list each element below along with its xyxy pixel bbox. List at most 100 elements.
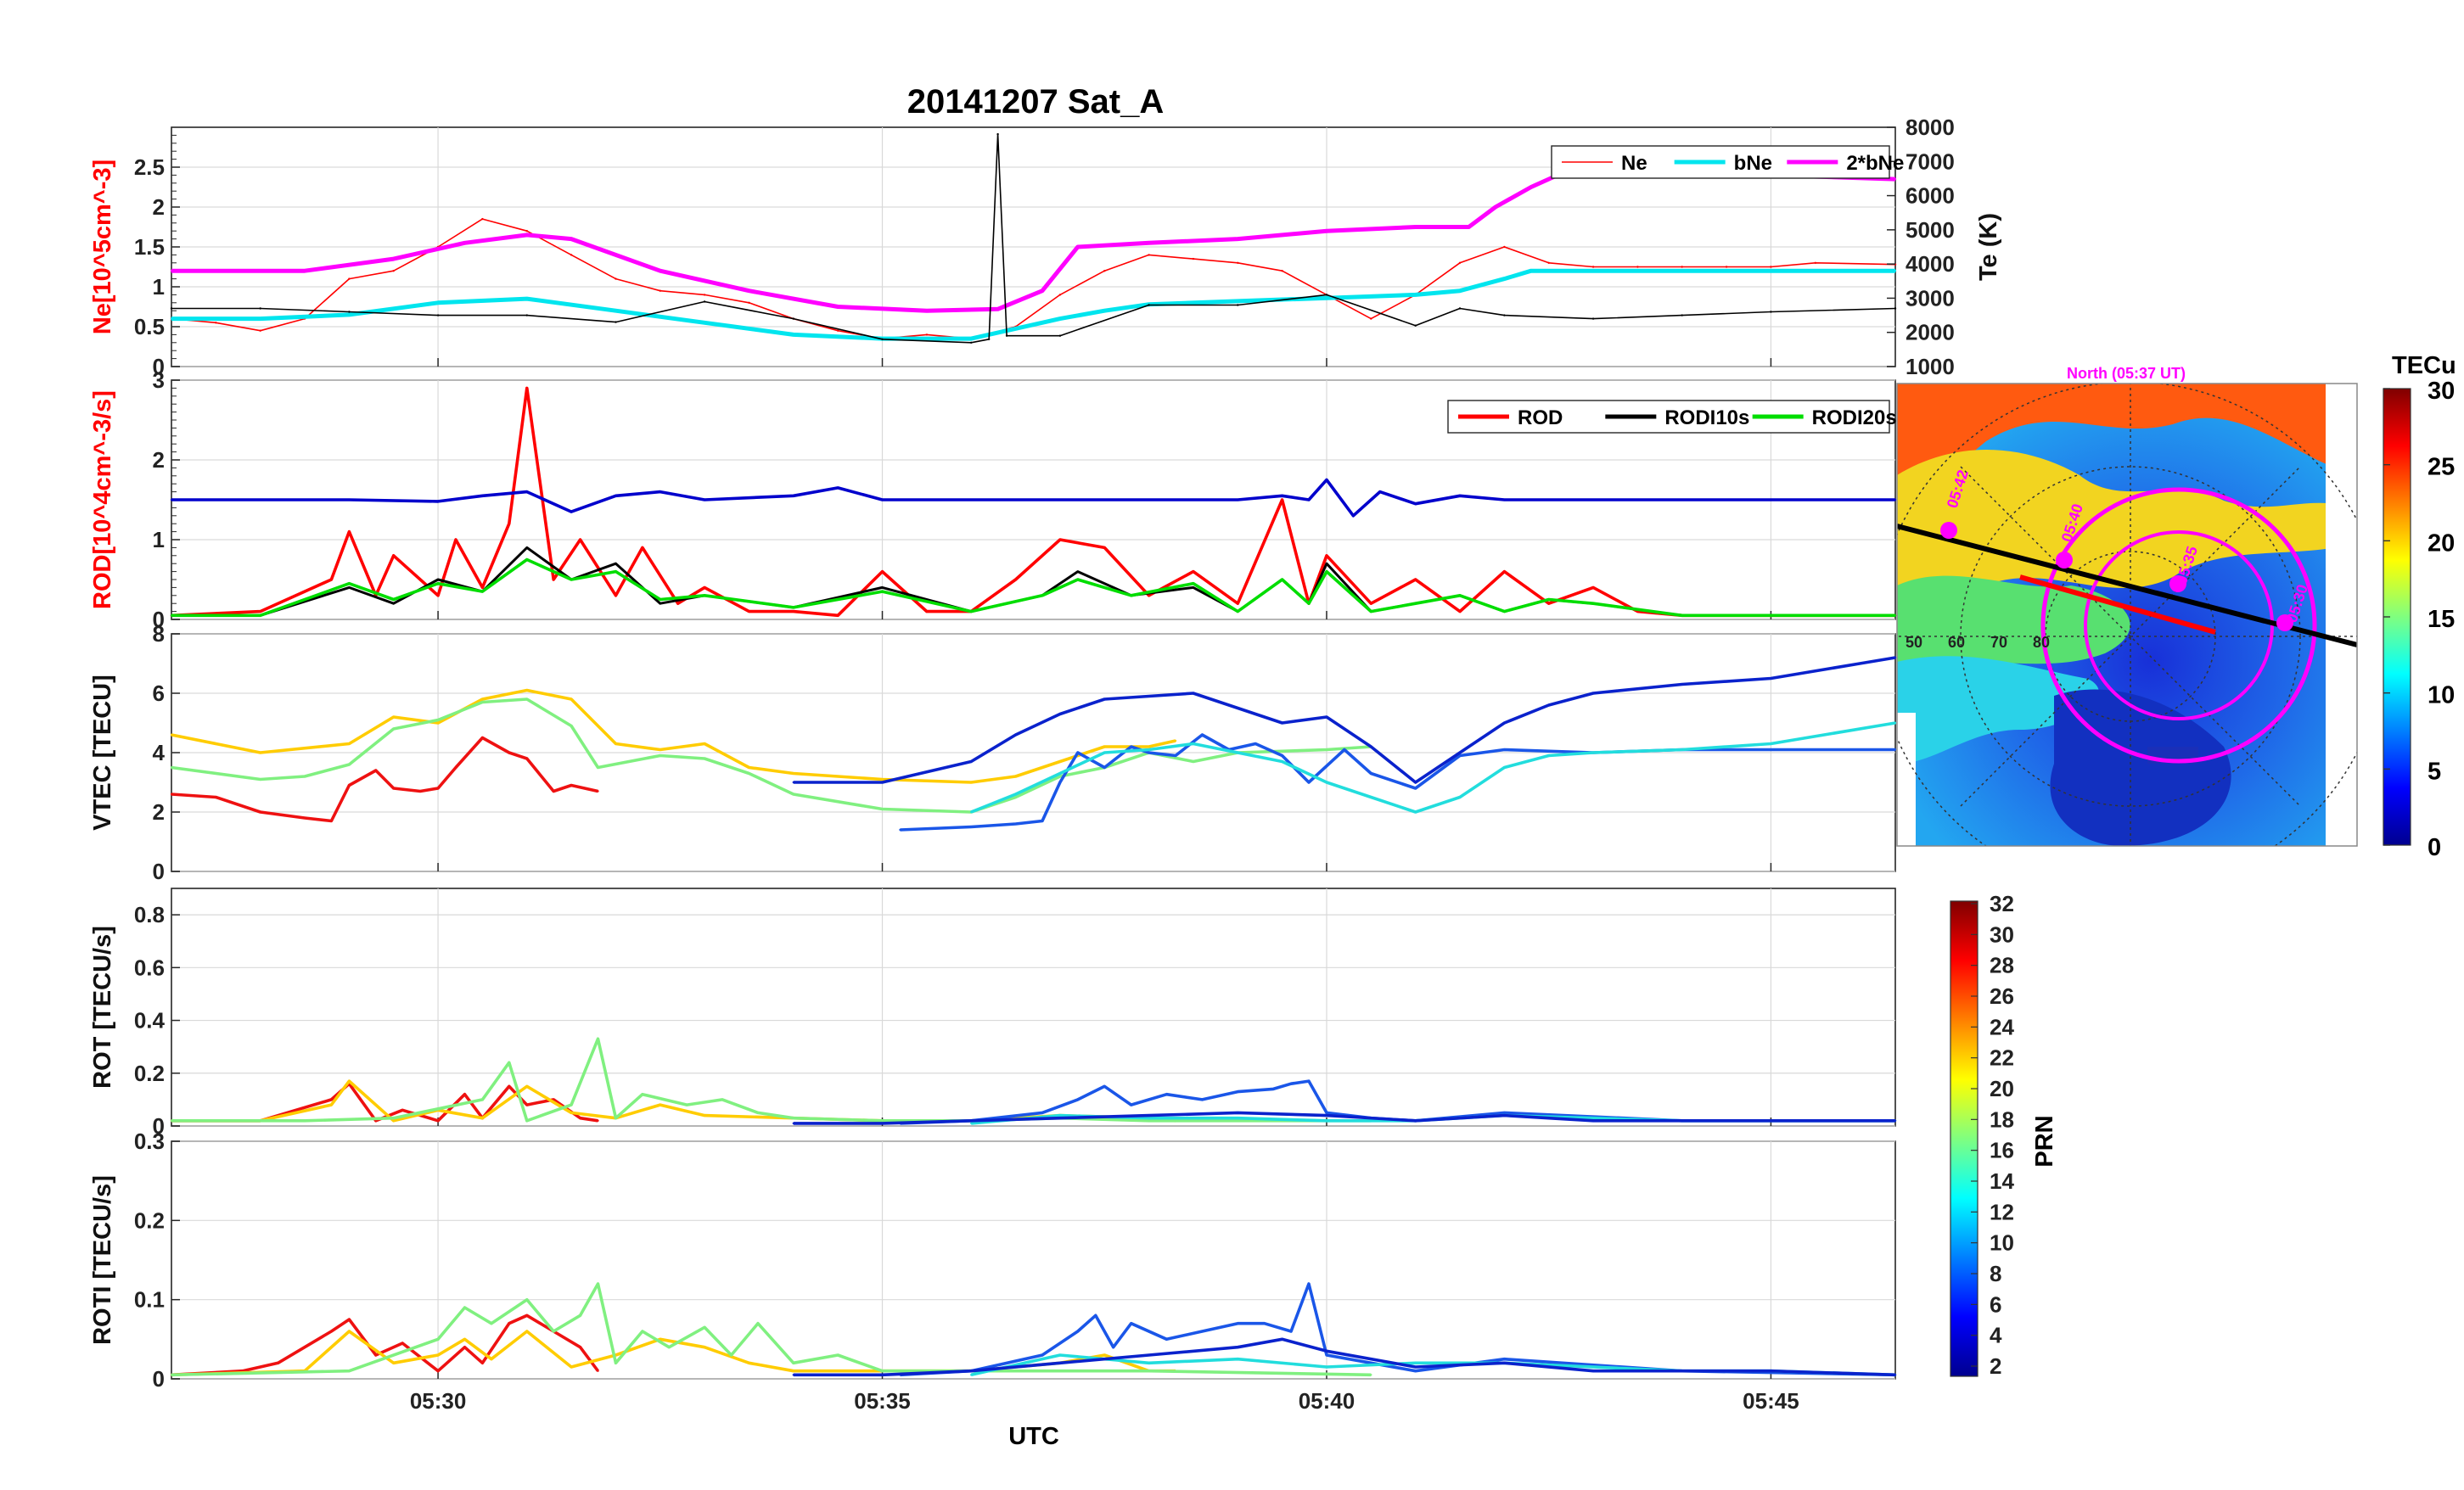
ne-point: [525, 230, 528, 232]
roti-point: [659, 1338, 661, 1341]
ne-point: [1458, 307, 1462, 310]
rod-point: [659, 598, 661, 601]
tec-colorbar-tick-label: 10: [2428, 682, 2455, 709]
ne-point: [1681, 270, 1683, 272]
rod-point: [525, 558, 528, 561]
roti-point: [1103, 1353, 1106, 1357]
vtec-point: [597, 790, 599, 793]
vtec-point: [881, 808, 884, 810]
rot-point: [1681, 1119, 1683, 1123]
rod-point: [1281, 495, 1283, 497]
panel-rot: 0 0.2 0.4 0.6 0.8 ROT [TECU/s]: [89, 888, 1897, 1139]
x-tick-label: 05:30: [410, 1388, 467, 1414]
rod-legend-entry: RODI10s: [1664, 406, 1749, 429]
vtec-point: [1307, 781, 1311, 784]
vtec-point: [1192, 760, 1195, 763]
vtec-point: [1325, 781, 1328, 784]
rod-point: [881, 498, 884, 501]
vtec-point: [1770, 748, 1772, 751]
vtec-point: [259, 751, 261, 754]
ne-point: [392, 270, 395, 272]
rot-point: [1237, 1119, 1239, 1123]
tec-colorbar-tick-label: 15: [2428, 606, 2455, 633]
roti-point: [436, 1353, 440, 1357]
ne-point: [1325, 230, 1328, 232]
ne-point: [837, 305, 839, 308]
vtec-point: [1458, 754, 1462, 757]
rod-point: [881, 590, 884, 593]
rot-point: [579, 1117, 581, 1119]
ne-point: [570, 254, 573, 256]
ne-point: [1325, 294, 1328, 296]
rot-point: [170, 1119, 173, 1123]
vtec-point: [1547, 754, 1550, 757]
vtec-point: [1281, 760, 1283, 763]
ne-point: [1414, 294, 1417, 296]
rod-point: [615, 563, 617, 565]
ne-point: [703, 322, 706, 324]
ne-point: [170, 270, 173, 272]
rot-point: [570, 1103, 573, 1106]
ne-point: [615, 310, 617, 312]
rot-point: [525, 1103, 528, 1106]
rod-point: [481, 586, 484, 589]
rod-legend: ROD RODI10s RODI20s: [1447, 400, 1897, 434]
ne-point: [970, 341, 973, 344]
rod-point: [259, 610, 261, 613]
prn-colorbar-tick-label: 12: [1990, 1199, 2014, 1224]
rot-point: [392, 1117, 395, 1119]
map-marker-4: [2276, 614, 2293, 631]
rod-point: [1058, 538, 1062, 541]
rod-point: [792, 606, 794, 609]
rot-ytick-label: 0.4: [134, 1008, 166, 1033]
roti-point: [490, 1322, 493, 1325]
roti-point: [597, 1282, 599, 1286]
vtec-point: [792, 772, 794, 775]
vtec-ytick-label: 6: [153, 681, 165, 706]
rot-point: [659, 1103, 661, 1106]
ne-point: [436, 314, 440, 316]
rot-point: [1272, 1088, 1275, 1090]
rot-point: [881, 1119, 884, 1123]
vtec-point: [881, 781, 884, 784]
vtec-point: [703, 742, 706, 745]
rod-point: [1281, 578, 1283, 581]
te-ylabel: Te (K): [1975, 213, 2002, 281]
roti-point: [703, 1346, 706, 1348]
vtec-point: [1770, 677, 1772, 680]
roti-series-prn-16: [171, 1282, 1372, 1377]
map-lat-label-60: 60: [1948, 634, 1965, 651]
ne-point: [170, 307, 173, 310]
map-cyan-region: [1897, 656, 2099, 764]
vtec-point: [570, 725, 573, 727]
x-tick-label: 05:40: [1299, 1388, 1355, 1414]
roti-point: [1058, 1362, 1062, 1364]
rod-point: [659, 602, 661, 605]
te-tick-label: 3000: [1906, 285, 1955, 311]
map-high-tec-region: [1897, 384, 2357, 526]
roti-point: [748, 1362, 750, 1364]
vtec-ytick-label: 2: [153, 799, 165, 825]
roti-point: [525, 1330, 528, 1333]
vtec-point: [374, 769, 377, 772]
roti-point: [277, 1362, 279, 1364]
vtec-point: [392, 727, 395, 731]
vtec-point: [1894, 721, 1897, 725]
roti-point: [508, 1322, 510, 1325]
prn-colorbar-tick-label: 10: [1990, 1230, 2014, 1256]
rod-ytick-label: 3: [153, 367, 165, 393]
vtec-series-prn-8: [900, 733, 1895, 832]
ne-point: [259, 317, 261, 320]
rot-point: [615, 1117, 617, 1119]
vtec-point: [553, 790, 555, 793]
tec-map: North (05:37 UT): [1896, 352, 2456, 861]
ne-point: [1325, 297, 1328, 300]
map-title: North (05:37 UT): [2067, 365, 2186, 382]
ne-point: [570, 238, 573, 240]
vtec-point: [215, 796, 217, 798]
ne-point: [1503, 314, 1506, 316]
roti-point: [1058, 1370, 1062, 1372]
ne-legend: Ne bNe 2*bNe: [1551, 145, 1904, 179]
vtec-series-prn-20: [171, 688, 1176, 784]
te-tick-label: 2000: [1906, 320, 1955, 345]
